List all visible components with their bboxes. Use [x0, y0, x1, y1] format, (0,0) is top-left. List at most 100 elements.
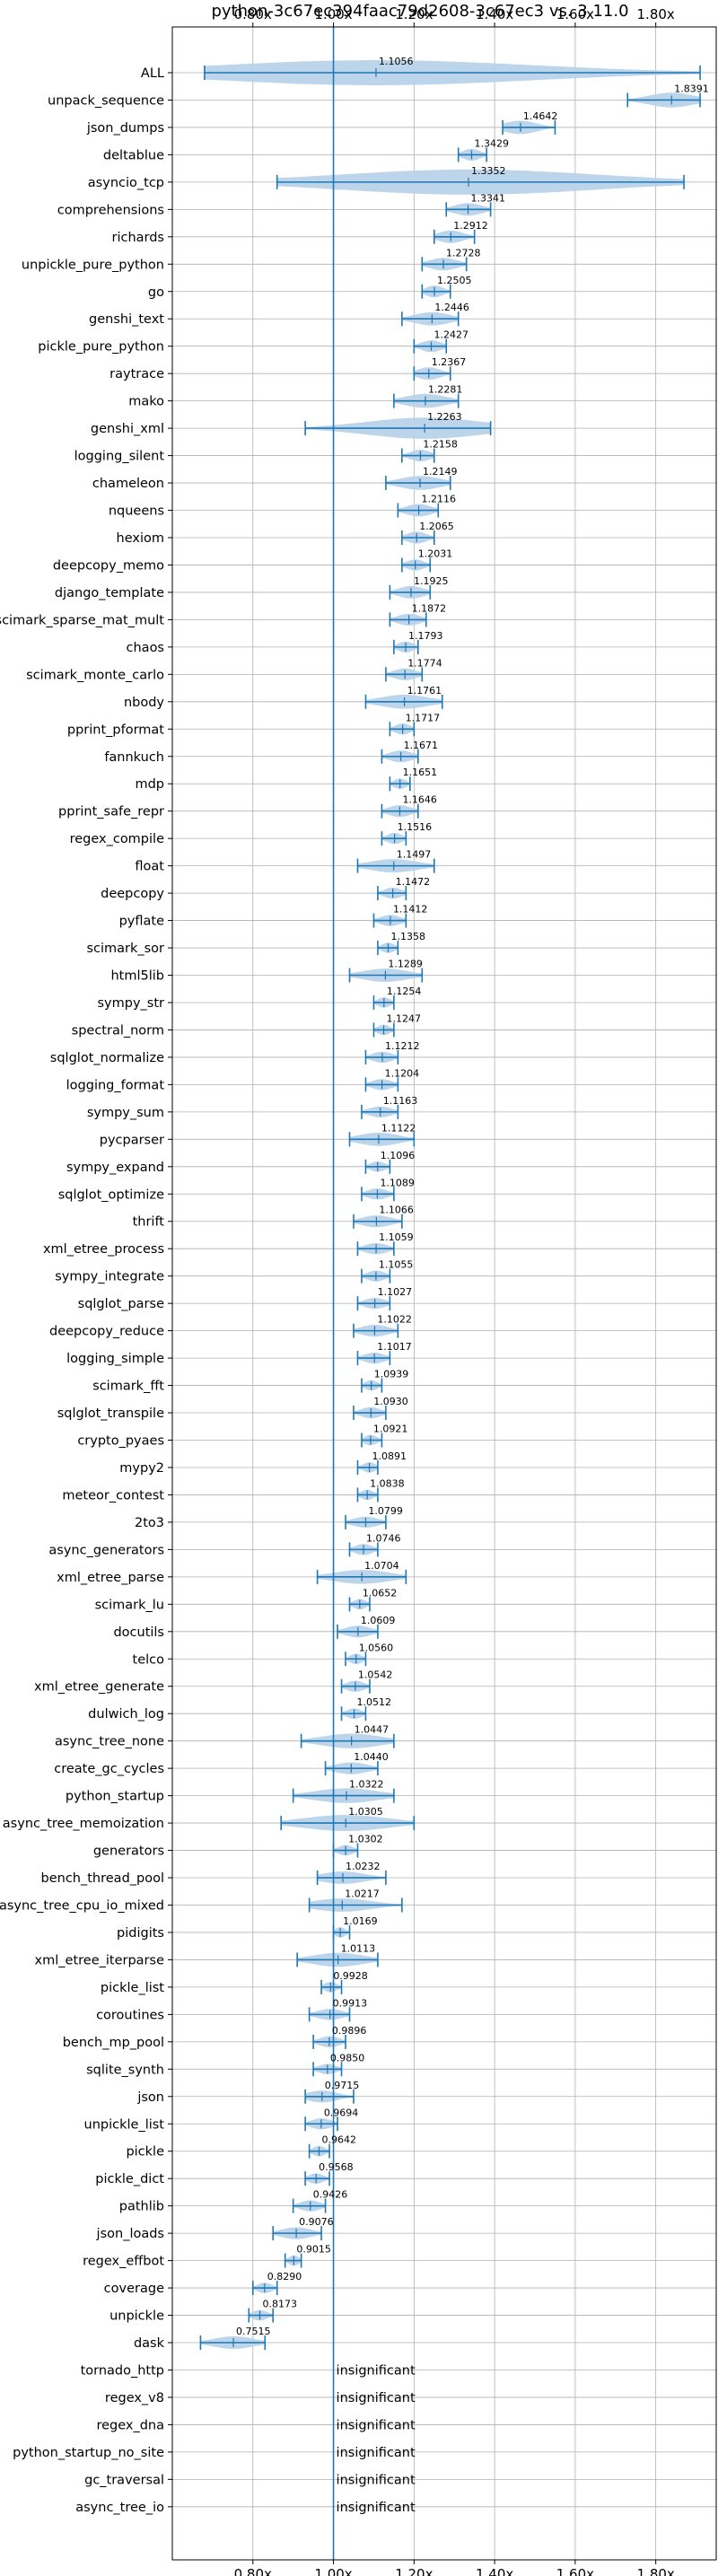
- benchmark-label: crypto_pyaes: [77, 1434, 164, 1449]
- benchmark-label: meteor_contest: [62, 1488, 164, 1503]
- value-label: 1.1096: [381, 1150, 416, 1161]
- benchmark-label: unpickle: [109, 2309, 164, 2324]
- value-label: 0.9015: [296, 2244, 331, 2256]
- value-label: 1.3429: [474, 137, 509, 149]
- benchmark-label: scimark_monte_carlo: [26, 668, 164, 682]
- benchmark-label: genshi_xml: [91, 422, 164, 436]
- value-label: 1.0302: [348, 1834, 383, 1845]
- x-tick-label-bottom: 1.00x: [314, 2566, 352, 2576]
- value-label: 1.1066: [379, 1205, 414, 1216]
- value-label: 0.9715: [325, 2080, 360, 2091]
- value-label: 1.1646: [402, 794, 437, 806]
- value-label: 0.9426: [313, 2189, 348, 2201]
- benchmark-label: unpickle_pure_python: [22, 258, 164, 272]
- benchmark-label: dulwich_log: [88, 1707, 164, 1722]
- benchmark-label: deepcopy: [101, 887, 164, 901]
- benchmark-label: logging_silent: [74, 450, 165, 464]
- value-label: 0.8173: [263, 2299, 298, 2310]
- benchmark-label: chaos: [127, 641, 164, 655]
- insignificant-label: insignificant: [337, 2418, 416, 2432]
- benchmark-label: generators: [93, 1844, 164, 1859]
- insignificant-label: insignificant: [337, 2501, 416, 2515]
- benchmark-label: unpickle_list: [84, 2117, 165, 2132]
- value-label: 1.1163: [383, 1095, 418, 1107]
- benchmark-label: genshi_text: [89, 312, 164, 327]
- value-label: 1.0440: [354, 1751, 389, 1763]
- value-label: 1.1497: [397, 849, 432, 861]
- value-label: 1.2367: [432, 356, 467, 368]
- value-label: 1.0704: [364, 1560, 399, 1572]
- value-label: 0.9568: [319, 2161, 354, 2173]
- benchmark-label: gc_traversal: [84, 2473, 164, 2487]
- value-label: 1.0609: [361, 1615, 396, 1626]
- benchmark-label: deltablue: [103, 148, 164, 162]
- benchmark-label: pprint_pformat: [67, 723, 164, 737]
- value-label: 0.9850: [330, 2052, 365, 2063]
- value-label: 1.0560: [359, 1642, 394, 1653]
- benchmark-label: async_tree_memoization: [3, 1817, 164, 1831]
- benchmark-label: pycparser: [100, 1133, 164, 1147]
- value-label: 1.1056: [379, 56, 414, 67]
- benchmark-label: ALL: [141, 66, 164, 81]
- benchmark-label: nbody: [124, 696, 164, 710]
- benchmark-label: regex_v8: [105, 2391, 164, 2405]
- value-label: 1.0838: [370, 1477, 405, 1489]
- benchmark-label: json_loads: [96, 2227, 164, 2241]
- value-label: 1.0169: [343, 1915, 378, 1927]
- benchmark-label: pidigits: [117, 1926, 164, 1941]
- benchmark-label: pathlib: [119, 2200, 164, 2214]
- value-label: 0.9913: [333, 1997, 368, 2009]
- benchmark-label: docutils: [113, 1625, 164, 1640]
- errorbar-layer: [199, 66, 701, 2351]
- benchmark-label: telco: [133, 1652, 165, 1667]
- benchmark-label: pickle_list: [101, 1981, 164, 1995]
- benchmark-label: sqlglot_optimize: [58, 1187, 164, 1202]
- benchmark-label: go: [148, 285, 164, 300]
- benchmark-label: mypy2: [119, 1461, 164, 1476]
- value-label: 1.1122: [381, 1122, 416, 1134]
- value-label: 1.0322: [349, 1779, 384, 1791]
- benchmark-label: comprehensions: [57, 203, 164, 217]
- benchmark-label: bench_mp_pool: [63, 2036, 164, 2050]
- benchmark-label: xml_etree_parse: [57, 1571, 164, 1585]
- value-label: 1.0746: [366, 1532, 401, 1544]
- benchmark-label: html5lib: [110, 969, 164, 984]
- benchmark-label: python_startup: [66, 1790, 164, 1804]
- benchmark-label: pickle_pure_python: [38, 340, 164, 355]
- value-label: 1.0217: [345, 1888, 380, 1899]
- benchmark-label: xml_etree_process: [43, 1242, 164, 1257]
- insignificant-label: insignificant: [337, 2473, 416, 2487]
- tick-layer: 0.80x 0.80x 1.00x 1.00x 1.20x 1.20x 1.40x 1.40x…: [0, 6, 675, 2576]
- value-label: 1.1872: [412, 602, 447, 614]
- value-label: 1.1774: [407, 657, 442, 669]
- value-label: 1.2149: [423, 466, 458, 478]
- value-label: 1.0542: [358, 1669, 393, 1681]
- benchmark-label: python_startup_no_site: [13, 2446, 164, 2460]
- benchmark-label: float: [135, 860, 164, 874]
- benchmark-label: logging_simple: [66, 1352, 164, 1366]
- benchmark-label: fannkuch: [104, 750, 164, 765]
- value-label: 1.2281: [428, 384, 463, 396]
- benchmark-label: scimark_fft: [92, 1380, 164, 1394]
- benchmark-label: thrift: [133, 1215, 165, 1230]
- benchmark-label: sqlite_synth: [86, 2063, 164, 2077]
- value-label: 1.0799: [368, 1505, 403, 1517]
- benchmark-label: json: [136, 2090, 164, 2105]
- value-label: 1.2263: [427, 411, 462, 423]
- benchmark-label: sqlglot_normalize: [50, 1051, 164, 1065]
- x-tick-label-top: 1.00x: [314, 6, 352, 22]
- benchmark-label: deepcopy_reduce: [49, 1325, 164, 1339]
- x-tick-label-top: 1.80x: [637, 6, 675, 22]
- value-label: 1.1761: [407, 685, 442, 697]
- value-label: 1.1254: [387, 986, 422, 997]
- value-label: 1.4642: [523, 110, 558, 122]
- benchmark-label: pyflate: [119, 915, 164, 929]
- benchmark-label: scimark_sor: [86, 942, 164, 956]
- benchmark-label: logging_format: [66, 1078, 165, 1092]
- chart-title: python-3c67ec394faac79d2608-3c67ec3 vs. …: [211, 2, 628, 21]
- value-label: 1.1204: [385, 1067, 420, 1079]
- value-label: 1.0652: [363, 1587, 398, 1599]
- benchmark-label: chameleon: [92, 477, 164, 491]
